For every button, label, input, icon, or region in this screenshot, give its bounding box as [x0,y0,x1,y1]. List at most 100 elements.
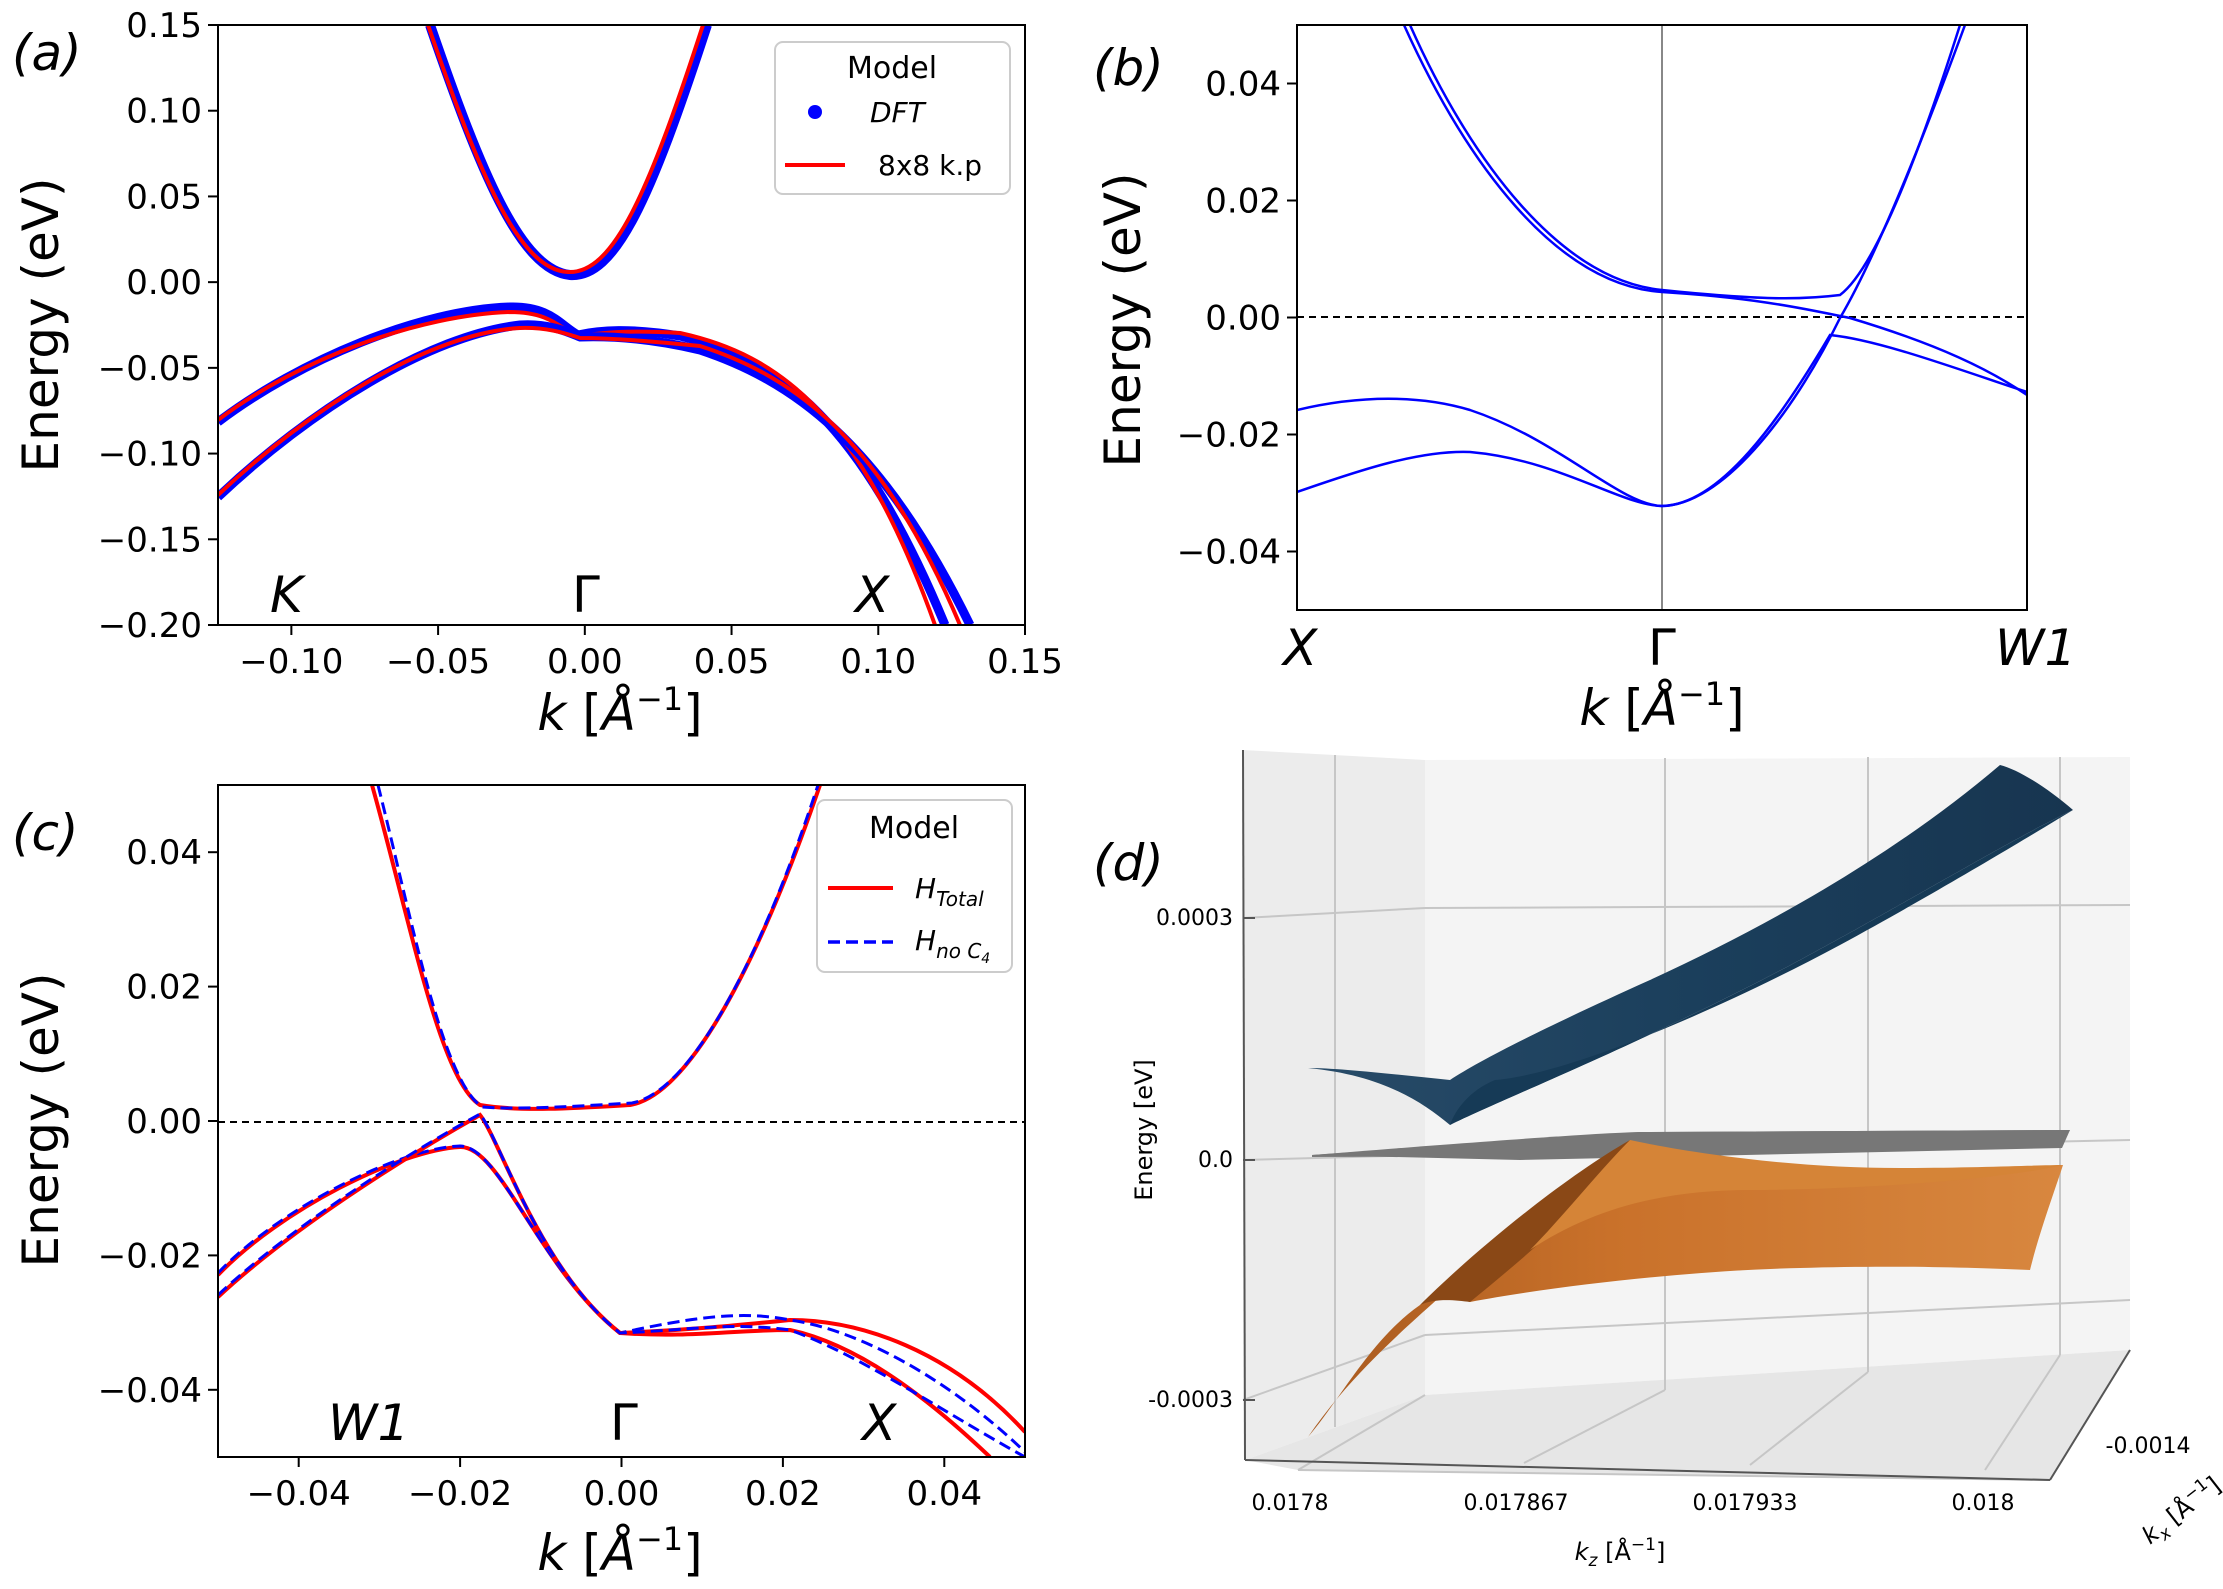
c-xtick-label-1: −0.02 [408,1474,512,1514]
c-xtick-label-4: 0.04 [906,1474,982,1514]
d-ztick-0: 0.0003 [1156,906,1233,931]
b-ytick-label-1: 0.02 [1205,182,1281,222]
panel-c-yticks: 0.04 0.02 0.00 −0.02 −0.04 [98,833,218,1411]
b-kpoint-X: X [1280,619,1319,677]
c-ytick-label-2: 0.00 [126,1102,202,1142]
a-xtick-label-5: 0.15 [987,642,1063,682]
c-ytick-label-1: 0.02 [126,968,202,1008]
panel-c-label: (c) [12,804,79,862]
panel-d-label: (d) [1093,834,1164,892]
a-ytick-label-2: 0.05 [126,177,202,217]
panel-c: (c) 0.040.020.00−0.02−0.04 −0.04 −0.02 0.0… [12,784,1026,1582]
c-kpoint-W1: W1 [328,1394,409,1452]
a-dft-conduction-curve [425,25,712,281]
a-ytick-label-1: 0.10 [126,92,202,132]
b-kpoint-gamma: Γ [1648,619,1676,677]
c-hnoc4-conduction [376,785,820,1110]
b-ytick-label-3: −0.02 [1177,416,1281,456]
panel-b: (b) 0.04 0.02 0.00 −0.02 −0.04 X Γ W1 Energy… [1093,24,2076,737]
panel-a-yticks: 0.15 0.10 0.05 0.00 −0.05 −0.10 −0.15 −0.20 [98,6,218,646]
panel-a-label: (a) [12,24,82,82]
b-xlabel: k [Å−1] [1579,675,1744,737]
d-ytick-0: -0.0014 [2106,1434,2191,1459]
c-htotal-valence-a [218,1144,1025,1434]
a-legend-dft-marker [808,105,822,119]
a-kp-conduction-curve [426,25,705,275]
d-xtick-2: 0.017933 [1693,1491,1798,1516]
a-kpoint-X: X [852,566,891,624]
panel-c-xticks: −0.04 −0.02 0.00 0.02 0.04 [247,1457,982,1514]
d-xtick-1: 0.017867 [1464,1491,1569,1516]
d-zticks: 0.0003 0.0 -0.0003 [1148,906,1255,1413]
b-conduction-curve-1 [1408,25,1962,300]
d-zero-plane-shade [1312,1130,2070,1160]
c-kpoint-X: X [859,1394,898,1452]
a-kp-valence-2-curve [218,325,962,625]
panel-c-curves [218,785,1025,1457]
c-xtick-label-2: 0.00 [584,1474,660,1514]
a-legend: Model DFT 8x8 k.p [774,41,1011,195]
a-legend-title: Model [847,51,937,86]
d-upper-surface-front [1450,810,2073,1125]
c-xtick-label-0: −0.04 [247,1474,351,1514]
panel-d: (d) [1093,749,2223,1571]
c-xtick-label-3: 0.02 [745,1474,821,1514]
c-hnoc4-valence-b [218,1112,1025,1457]
panel-b-yticks: 0.04 0.02 0.00 −0.02 −0.04 [1177,65,1297,573]
c-legend: Model HTotal Hno C4 [816,799,1013,973]
d-lower-surface-ridge [1420,1140,1630,1305]
b-ytick-label-2: 0.00 [1205,299,1281,339]
c-legend-hnoc4-label: Hno C4 [915,924,990,967]
panel-a-xticks: −0.10 −0.05 0.00 0.05 0.10 0.15 [239,625,1063,682]
c-ytick-label-0: 0.04 [126,833,202,873]
d-lower-surface [1308,1165,2063,1437]
d-floor-pane [1245,1350,2130,1480]
c-kpoint-gamma: Γ [610,1394,638,1452]
a-ytick-label-6: −0.15 [98,520,202,560]
d-ylabel: kx [Å−1] [2135,1469,2223,1554]
a-xtick-label-2: 0.00 [547,642,623,682]
c-xlabel: k [Å−1] [537,1520,702,1582]
d-xtick-0: 0.0178 [1252,1491,1329,1516]
c-legend-title: Model [869,811,959,846]
d-zlabel: Energy [eV] [1130,1059,1158,1201]
a-xtick-label-0: −0.10 [239,642,343,682]
c-ytick-label-3: −0.02 [98,1236,202,1276]
c-ylabel: Energy (eV) [12,973,70,1268]
d-xtick-3: 0.018 [1952,1491,2015,1516]
a-xtick-label-3: 0.05 [694,642,770,682]
panel-b-label: (b) [1093,39,1164,97]
d-xticks: 0.0178 0.017867 0.017933 0.018 [1252,1491,2015,1516]
a-xtick-label-1: −0.05 [386,642,490,682]
c-hnoc4-valence-a [218,1144,1025,1454]
d-xlabel: kz [Å−1] [1575,1535,1666,1571]
c-ytick-label-4: −0.04 [98,1371,202,1411]
a-kpoint-gamma: Γ [572,566,600,624]
panel-b-curves [1297,25,2027,508]
a-xlabel: k [Å−1] [537,680,702,742]
panel-a: (a) 0.15 0.10 0.05 0.00 −0.05 −0.10 −0.15 −0.20… [12,6,1063,742]
a-kpoint-K: K [270,566,307,624]
a-ytick-label-4: −0.05 [98,349,202,389]
d-axis-lines [1242,749,2131,1481]
d-lower-surface-top [1530,1140,2063,1250]
a-ytick-label-3: 0.00 [126,263,202,303]
a-legend-kp-label: 8x8 k.p [878,149,982,182]
c-htotal-conduction [370,785,822,1111]
b-ytick-label-4: −0.04 [1177,533,1281,573]
panel-a-frame [217,24,1026,626]
b-conduction-curve-2 [1402,25,2027,397]
b-kpoint-W1: W1 [1995,619,2076,677]
d-ztick-1: 0.0 [1198,1148,1233,1173]
a-ylabel: Energy (eV) [12,178,70,473]
a-ytick-label-0: 0.15 [126,6,202,46]
d-ztick-2: -0.0003 [1148,1388,1233,1413]
a-ytick-label-7: −0.20 [98,606,202,646]
b-ylabel: Energy (eV) [1094,173,1152,468]
a-xtick-label-4: 0.10 [840,642,916,682]
b-ytick-label-0: 0.04 [1205,65,1281,105]
panel-a-curves [218,25,975,625]
b-valence-curve-2 [1297,25,1967,508]
c-legend-htotal-label: HTotal [915,872,984,911]
